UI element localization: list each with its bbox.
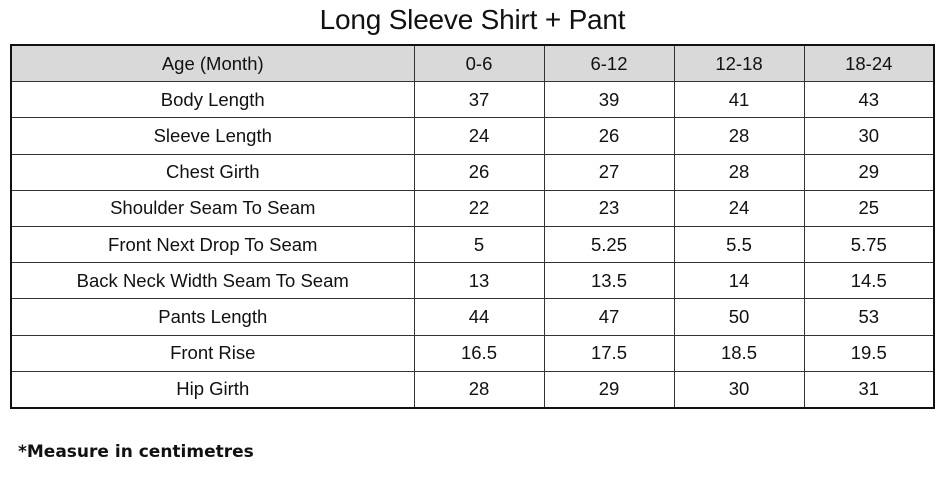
measurement-label: Front Next Drop To Seam — [10, 225, 415, 264]
measurement-label: Chest Girth — [10, 153, 415, 191]
measurement-value: 43 — [803, 81, 935, 119]
measurement-value: 24 — [413, 117, 545, 155]
table-row: Body Length 37 39 41 43 — [10, 81, 935, 119]
table-row: Hip Girth 28 29 30 31 — [10, 370, 935, 409]
table-row: Back Neck Width Seam To Seam 13 13.5 14 14.5 — [10, 262, 935, 300]
measurement-value: 22 — [413, 189, 545, 227]
measurement-label: Hip Girth — [10, 370, 415, 409]
measurement-label: Sleeve Length — [10, 117, 415, 155]
measurement-value: 13 — [413, 262, 545, 300]
measurement-value: 18.5 — [673, 334, 805, 372]
measurement-value: 5.75 — [803, 225, 935, 264]
measurement-value: 27 — [543, 153, 675, 191]
header-row: Age (Month) 0-6 6-12 12-18 18-24 — [10, 44, 935, 83]
table-row: Chest Girth 26 27 28 29 — [10, 153, 935, 191]
measurement-value: 53 — [803, 298, 935, 336]
measurement-value: 26 — [413, 153, 545, 191]
measurement-value: 14.5 — [803, 262, 935, 300]
measurement-value: 50 — [673, 298, 805, 336]
header-age-range: 6-12 — [543, 44, 675, 83]
measurement-value: 29 — [803, 153, 935, 191]
measurement-value: 30 — [803, 117, 935, 155]
measurement-value: 25 — [803, 189, 935, 227]
measurement-value: 47 — [543, 298, 675, 336]
measurement-value: 5 — [413, 225, 545, 264]
table-row: Sleeve Length 24 26 28 30 — [10, 117, 935, 155]
measurement-note: *Measure in centimetres — [18, 442, 254, 462]
measurement-value: 5.25 — [543, 225, 675, 264]
header-age-range: 0-6 — [413, 44, 545, 83]
measurement-value: 5.5 — [673, 225, 805, 264]
measurement-value: 16.5 — [413, 334, 545, 372]
measurement-value: 28 — [673, 117, 805, 155]
measurement-value: 44 — [413, 298, 545, 336]
table-row: Pants Length 44 47 50 53 — [10, 298, 935, 336]
measurement-label: Shoulder Seam To Seam — [10, 189, 415, 227]
measurement-value: 28 — [413, 370, 545, 409]
measurement-value: 30 — [673, 370, 805, 409]
measurement-value: 41 — [673, 81, 805, 119]
table-row: Shoulder Seam To Seam 22 23 24 25 — [10, 189, 935, 227]
header-age-range: 18-24 — [803, 44, 935, 83]
page-title: Long Sleeve Shirt + Pant — [319, 4, 626, 35]
measurement-value: 13.5 — [543, 262, 675, 300]
measurement-value: 23 — [543, 189, 675, 227]
header-age-range: 12-18 — [673, 44, 805, 83]
measurement-value: 24 — [673, 189, 805, 227]
measurement-value: 26 — [543, 117, 675, 155]
measurement-label: Body Length — [10, 81, 415, 119]
header-age-month: Age (Month) — [10, 44, 415, 83]
measurement-value: 29 — [543, 370, 675, 409]
measurement-value: 17.5 — [543, 334, 675, 372]
measurement-value: 39 — [543, 81, 675, 119]
table-row: Front Next Drop To Seam 5 5.25 5.5 5.75 — [10, 225, 935, 264]
size-chart-table: Age (Month) 0-6 6-12 12-18 18-24 Body Length… — [10, 44, 935, 409]
measurement-value: 14 — [673, 262, 805, 300]
measurement-label: Pants Length — [10, 298, 415, 336]
measurement-value: 31 — [803, 370, 935, 409]
measurement-value: 28 — [673, 153, 805, 191]
measurement-label: Front Rise — [10, 334, 415, 372]
measurement-value: 37 — [413, 81, 545, 119]
table-row: Front Rise 16.5 17.5 18.5 19.5 — [10, 334, 935, 372]
measurement-value: 19.5 — [803, 334, 935, 372]
measurement-label: Back Neck Width Seam To Seam — [10, 262, 415, 300]
